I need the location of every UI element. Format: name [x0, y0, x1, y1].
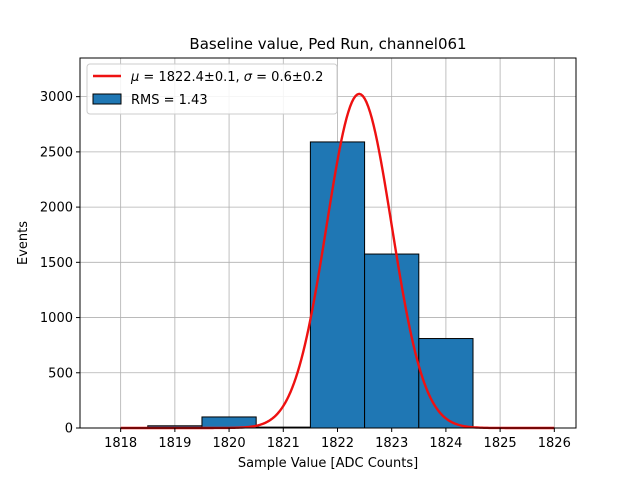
chart-title: Baseline value, Ped Run, channel061 [189, 35, 466, 53]
x-tick-label: 1825 [484, 436, 517, 451]
legend: μ = 1822.4±0.1, σ = 0.6±0.2 RMS = 1.43 [86, 63, 338, 115]
legend-mu-value: = 1822.4±0.1, [139, 70, 243, 85]
legend-mu-symbol: μ [130, 70, 139, 85]
y-axis-ticks: 0 500 1000 1500 2000 2500 3000 [40, 90, 80, 437]
x-tick-label: 1821 [267, 436, 300, 451]
y-tick-label: 1500 [40, 256, 73, 271]
y-tick-label: 3000 [40, 90, 73, 105]
y-tick-label: 1000 [40, 311, 73, 326]
legend-sigma-value: = 0.6±0.2 [252, 70, 323, 85]
x-tick-label: 1826 [538, 436, 571, 451]
x-tick-label: 1822 [321, 436, 354, 451]
legend-sigma-symbol: σ [244, 70, 253, 85]
y-tick-label: 2000 [40, 201, 73, 216]
histogram-bar [309, 141, 366, 429]
legend-histogram-swatch [92, 93, 122, 105]
x-axis-ticks: 1818 1819 1820 1821 1822 1823 1824 1825 1826 [104, 428, 571, 451]
histogram-bar [364, 253, 420, 429]
x-tick-label: 1823 [375, 436, 408, 451]
histogram-bar [418, 338, 474, 429]
legend-box [86, 63, 338, 115]
y-tick-label: 500 [48, 366, 73, 381]
y-tick-label: 0 [65, 422, 73, 437]
plot-area-frame [79, 57, 577, 429]
y-tick-label: 2500 [40, 145, 73, 160]
x-tick-label: 1820 [213, 436, 246, 451]
legend-fit-label: μ = 1822.4±0.1, σ = 0.6±0.2 [130, 70, 323, 85]
y-axis-label: Events [16, 221, 31, 265]
x-tick-label: 1818 [104, 436, 137, 451]
x-tick-label: 1819 [158, 436, 191, 451]
x-tick-label: 1824 [429, 436, 462, 451]
x-axis-label: Sample Value [ADC Counts] [238, 456, 418, 471]
legend-rms-label: RMS = 1.43 [131, 93, 208, 108]
